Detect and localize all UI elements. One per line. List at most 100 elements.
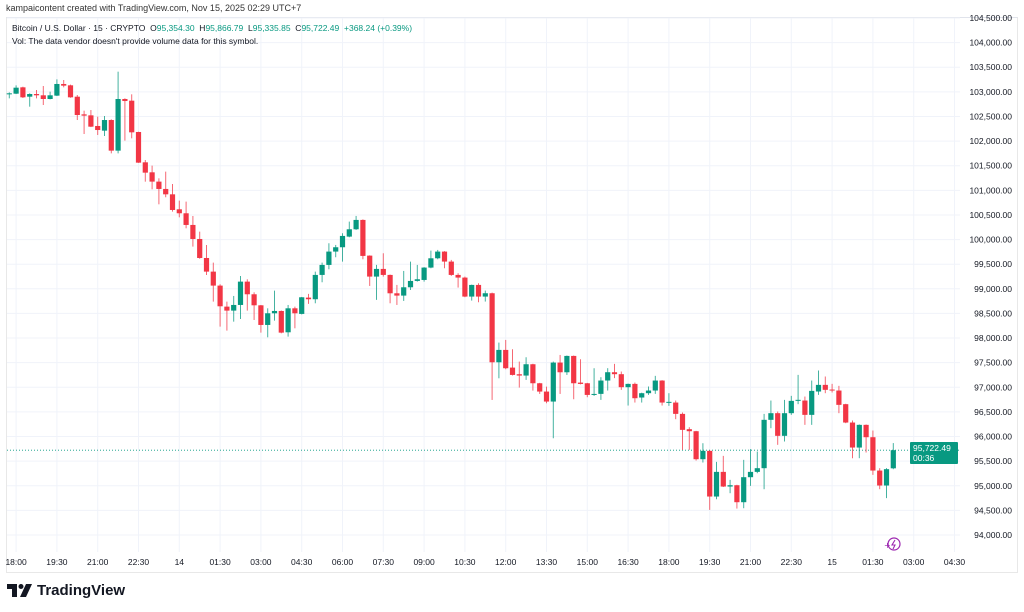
candle-down	[61, 79, 67, 88]
candle-body	[203, 257, 210, 272]
candle-up	[523, 357, 529, 380]
candle-down	[843, 403, 849, 424]
candle-body	[265, 313, 271, 325]
candle-down	[659, 380, 665, 406]
time-tick-label: 22:30	[128, 557, 150, 567]
candle-down	[156, 178, 162, 205]
candle-body	[632, 383, 638, 399]
price-tick-label: 100,000.00	[969, 235, 1012, 245]
candle-up	[47, 91, 53, 100]
candle-up	[761, 413, 767, 490]
candle-up	[346, 221, 352, 238]
symbol-title[interactable]: Bitcoin / U.S. Dollar · 15 · CRYPTO	[12, 23, 146, 33]
candle-up	[353, 215, 359, 230]
candle-body	[890, 450, 896, 469]
candle-down	[40, 85, 46, 106]
candle-body	[503, 349, 509, 369]
candle-body	[421, 267, 427, 280]
candle-body	[537, 383, 543, 392]
candle-body	[754, 468, 760, 472]
candle-body	[781, 413, 788, 436]
candle-body	[571, 355, 577, 384]
candle-down	[618, 371, 624, 390]
price-tick-label: 103,500.00	[969, 62, 1012, 72]
candle-up	[54, 79, 60, 97]
candle-body	[707, 450, 713, 497]
candle-body	[156, 181, 162, 189]
time-tick-label: 19:30	[46, 557, 68, 567]
candle-body	[40, 95, 46, 99]
candle-body	[169, 194, 176, 210]
candle-down	[149, 165, 155, 190]
candle-down	[278, 310, 284, 334]
price-tick-label: 94,500.00	[974, 505, 1012, 515]
candle-body	[645, 390, 652, 394]
candle-body	[516, 374, 522, 376]
candle-down	[380, 253, 386, 277]
candle-body	[319, 264, 325, 275]
ohlc-line: Bitcoin / U.S. Dollar · 15 · CRYPTO O95,…	[12, 22, 412, 35]
candle-body	[312, 274, 318, 300]
candle-countdown: 00:36	[913, 453, 935, 463]
candle-down	[475, 283, 482, 303]
candle-body	[713, 471, 720, 497]
candle-body	[271, 310, 278, 314]
candle-body	[244, 281, 250, 295]
candle-body	[292, 308, 298, 314]
candle-body	[414, 279, 420, 281]
candle-down	[448, 259, 454, 276]
candle-body	[258, 305, 264, 325]
price-tick-label: 101,500.00	[969, 161, 1012, 171]
candle-down	[210, 262, 216, 302]
candle-down	[258, 304, 264, 333]
candle-down	[577, 359, 584, 385]
last-price-tag: 95,722.49 00:36	[910, 442, 958, 464]
alert-icon[interactable]: +	[884, 537, 901, 551]
candle-down	[244, 279, 250, 311]
candle-body	[237, 281, 244, 305]
candle-down	[441, 251, 448, 269]
time-tick-label: 03:00	[250, 557, 272, 567]
candle-body	[550, 362, 556, 402]
candle-down	[693, 430, 699, 461]
candle-body	[67, 85, 74, 98]
candle-up	[815, 370, 822, 395]
candle-body	[6, 93, 12, 95]
time-tick-label: 15:00	[577, 557, 599, 567]
tradingview-logo-icon	[7, 583, 32, 597]
candle-up	[713, 461, 720, 500]
grid-lines	[7, 17, 960, 552]
candle-body	[611, 372, 618, 375]
candle-body	[373, 268, 380, 277]
candle-body	[659, 380, 665, 403]
candle-down	[88, 110, 94, 128]
candle-up	[639, 392, 645, 403]
price-tick-label: 98,500.00	[974, 308, 1012, 318]
candle-down	[203, 244, 210, 275]
candle-up	[856, 424, 862, 459]
candle-body	[673, 402, 679, 414]
candle-body	[441, 251, 448, 262]
candle-body	[815, 384, 822, 392]
candle-down	[217, 284, 223, 327]
candle-body	[856, 424, 862, 448]
tradingview-logo[interactable]: TradingView	[7, 582, 125, 599]
price-tick-label: 99,000.00	[974, 284, 1012, 294]
price-tick-label: 101,000.00	[969, 185, 1012, 195]
candle-down	[802, 396, 808, 425]
candle-body	[224, 306, 230, 311]
candle-body	[101, 120, 108, 131]
candle-up	[625, 383, 631, 406]
candle-body	[387, 274, 393, 294]
candle-body	[428, 258, 434, 268]
candle-body	[176, 209, 182, 214]
candle-down	[530, 363, 536, 391]
candle-body	[462, 277, 468, 297]
time-axis: 18:00 19:30 21:00 22:30 14 01:30 03:00 04:30 06:…	[5, 557, 965, 567]
candle-body	[47, 95, 53, 99]
candle-body	[700, 450, 706, 460]
candle-body	[734, 485, 740, 503]
candle-down	[292, 306, 298, 329]
time-tick-label: 12:00	[495, 557, 517, 567]
